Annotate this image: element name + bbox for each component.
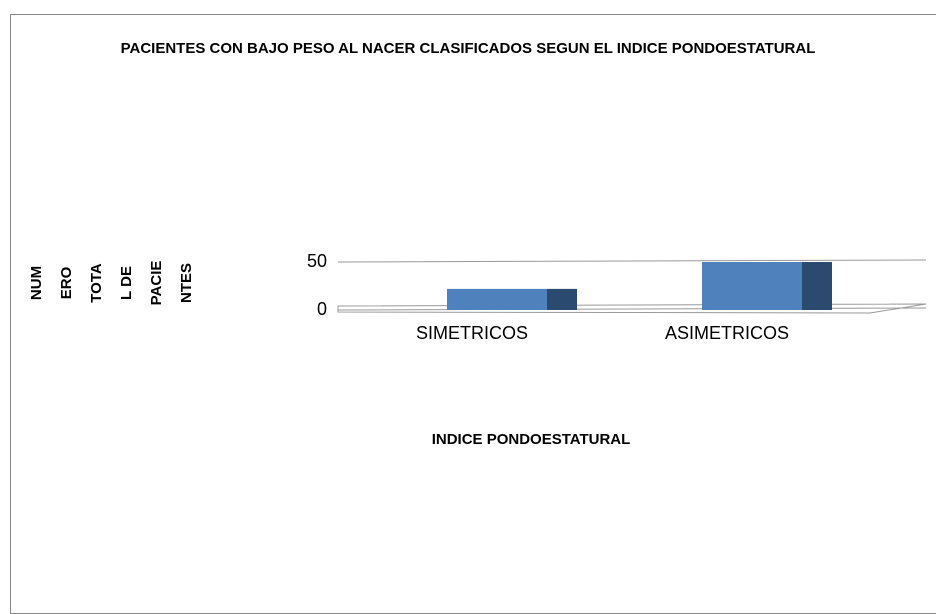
chart: INDICE PONDOESTATURAL 0 50 NUM ERO TOTA L DE P…	[28, 251, 927, 448]
x-axis-title: INDICE PONDOESTATURAL	[432, 431, 631, 448]
x-tick-label: SIMETRICOS	[416, 323, 528, 343]
y-axis-title: NUM	[28, 266, 45, 300]
y-tick-label: 0	[317, 299, 327, 319]
y-axis-title: L DE	[118, 266, 135, 300]
bar-side	[547, 288, 577, 310]
bar	[447, 288, 547, 310]
bar-side	[802, 262, 832, 310]
y-tick-label: 50	[307, 251, 327, 271]
bar	[702, 262, 802, 310]
y-axis-title: ERO	[58, 266, 75, 299]
y-axis-title: NTES	[178, 263, 195, 303]
x-tick-label: ASIMETRICOS	[665, 323, 789, 343]
y-axis-title: TOTA	[88, 263, 105, 303]
page: {"chart_data": {"type": "bar3d", "title"…	[10, 14, 936, 614]
chart-title: PACIENTES CON BAJO PESO AL NACER CLASIFI…	[120, 40, 816, 57]
y-axis-title: PACIE	[148, 261, 165, 306]
grid-line	[337, 307, 927, 311]
grid-line	[337, 259, 927, 263]
